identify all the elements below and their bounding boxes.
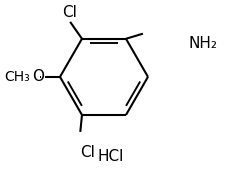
Text: NH₂: NH₂ <box>189 36 218 51</box>
Text: Cl: Cl <box>81 145 95 160</box>
Text: CH₃: CH₃ <box>4 70 30 84</box>
Text: O: O <box>32 69 44 84</box>
Text: Cl: Cl <box>62 5 77 20</box>
Text: HCl: HCl <box>98 149 124 164</box>
